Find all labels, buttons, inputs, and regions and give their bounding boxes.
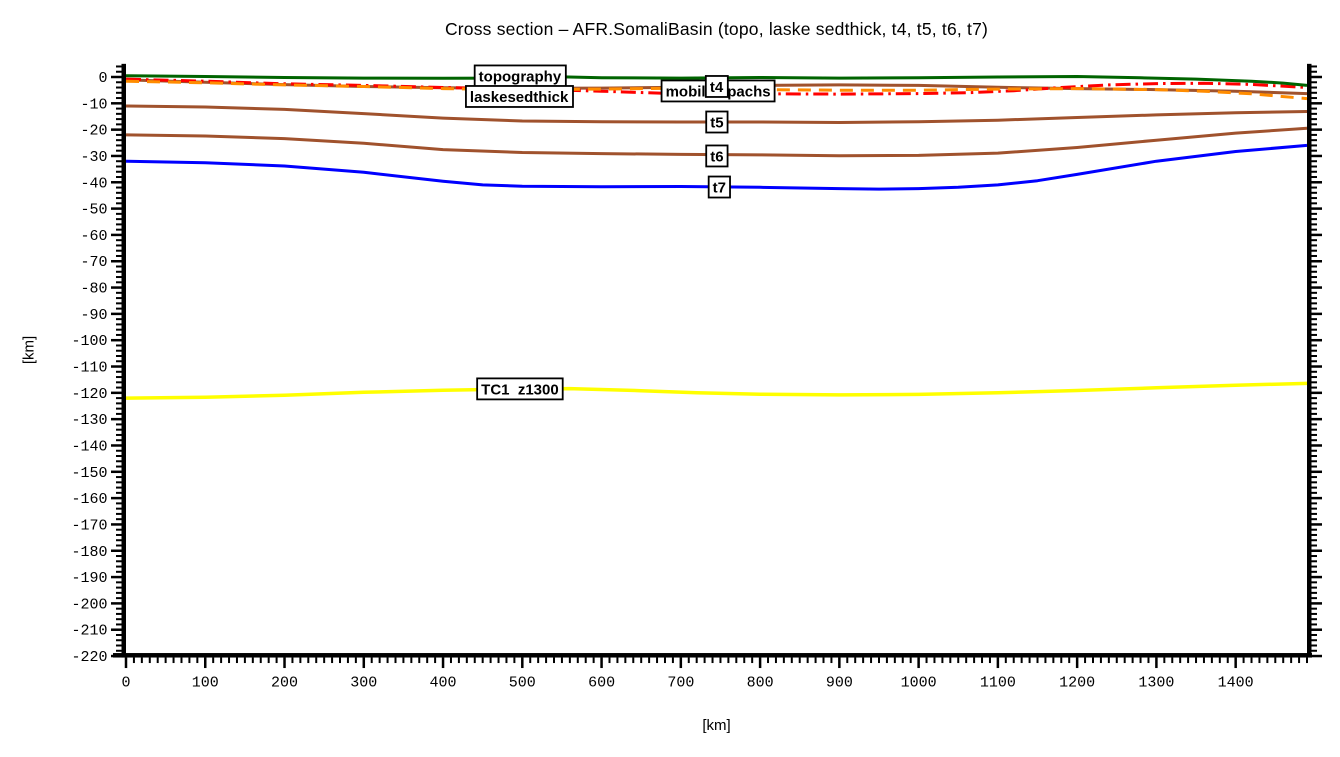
curve-label-box [476,377,564,401]
curve-label-tc1-z1300: TC1 z1300 [476,377,564,401]
y-axis-right [1307,63,1312,658]
curve-label-text: t4 [710,79,724,96]
curve-mobilisopachs [125,77,1308,96]
curve-label-t4: t4 [704,75,729,98]
y-tick-label: -30 [80,149,107,166]
curve-label-text: t6 [710,148,723,165]
y-tick-label: -70 [80,254,107,271]
curve-label-t6: t6 [705,144,729,168]
curve-label-text: t5 [710,115,723,132]
y-tick-label: -10 [80,96,107,113]
y-tick-label: -130 [71,412,107,429]
x-tick-label: 300 [350,675,377,692]
y-tick-label: -60 [80,228,107,245]
y-tick-label: -90 [80,307,107,324]
x-tick-label: 0 [121,675,130,692]
chart-title: Cross section – AFR.SomaliBasin (topo, l… [444,19,989,39]
curve-topography [125,74,1308,87]
y-tick-label: -110 [71,360,107,377]
curve-label-topography: topography [473,64,567,88]
y-tick-label: -20 [80,123,107,140]
x-tick-label: 500 [509,675,536,692]
curve-label-laskesedthick: laskesedthick [465,85,574,108]
x-tick-label: 600 [588,675,615,692]
x-tick-label: 100 [192,675,219,692]
y-tick-label: -210 [71,623,107,640]
x-tick-label: 1100 [980,675,1016,692]
y-tick-label: -220 [71,649,107,666]
y-tick-label: -50 [80,202,107,219]
y-tick-label: -190 [71,570,107,587]
axes [113,63,1312,658]
y-tick-labels: 0 -10 -20 -30 -40 -50 -60 -70 -80 -90 -100 -110 -120… [71,70,107,666]
curve-label-text: laskesedthick [470,89,569,106]
y-tick-label: -120 [71,386,107,403]
y-tick-label: -40 [80,175,107,192]
x-tick-label: 1400 [1218,675,1254,692]
y-tick-label: -200 [71,596,107,613]
x-axis-bottom [113,653,1312,658]
y-tick-label: -80 [80,281,107,298]
curve-tc1-z1300 [125,381,1308,400]
x-tick-label: 400 [430,675,457,692]
curve-t7 [125,143,1308,191]
y-axis-label: [km] [20,335,38,365]
y-tick-label: -180 [71,544,107,561]
x-axis-label: [km] [702,717,731,734]
curve-label-t5: t5 [705,110,729,134]
curve-label-t7: t7 [707,175,731,199]
y-tick-label: -160 [71,491,107,508]
y-ticks [111,65,1322,658]
curve-label-box [707,175,731,199]
curve-labels: topographylaskesedthickmobilisopachst4t5… [465,64,776,401]
x-tick-label: 1300 [1138,675,1174,692]
curve-label-text: t7 [713,180,726,197]
y-tick-label: -170 [71,517,107,534]
curve-label-box [465,85,574,108]
curve-label-text: TC1 z1300 [481,381,559,398]
y-tick-label: -140 [71,438,107,455]
x-tick-label: 800 [747,675,774,692]
x-tick-label: 1200 [1059,675,1095,692]
x-tick-label: 700 [667,675,694,692]
x-ticks [124,657,1308,669]
curve-label-text: topography [479,68,562,85]
y-tick-label: -100 [71,333,107,350]
x-tick-label: 1000 [901,675,937,692]
y-tick-label: -150 [71,465,107,482]
curve-label-box [705,110,729,134]
y-tick-label: 0 [98,70,107,87]
curve-label-box [704,75,729,98]
x-tick-labels: 0 100 200 300 400 500 600 700 800 900 1000 1100 1200… [121,675,1253,692]
x-tick-label: 200 [271,675,298,692]
curve-label-box [705,144,729,168]
x-tick-label: 900 [826,675,853,692]
y-axis-left [121,63,126,658]
